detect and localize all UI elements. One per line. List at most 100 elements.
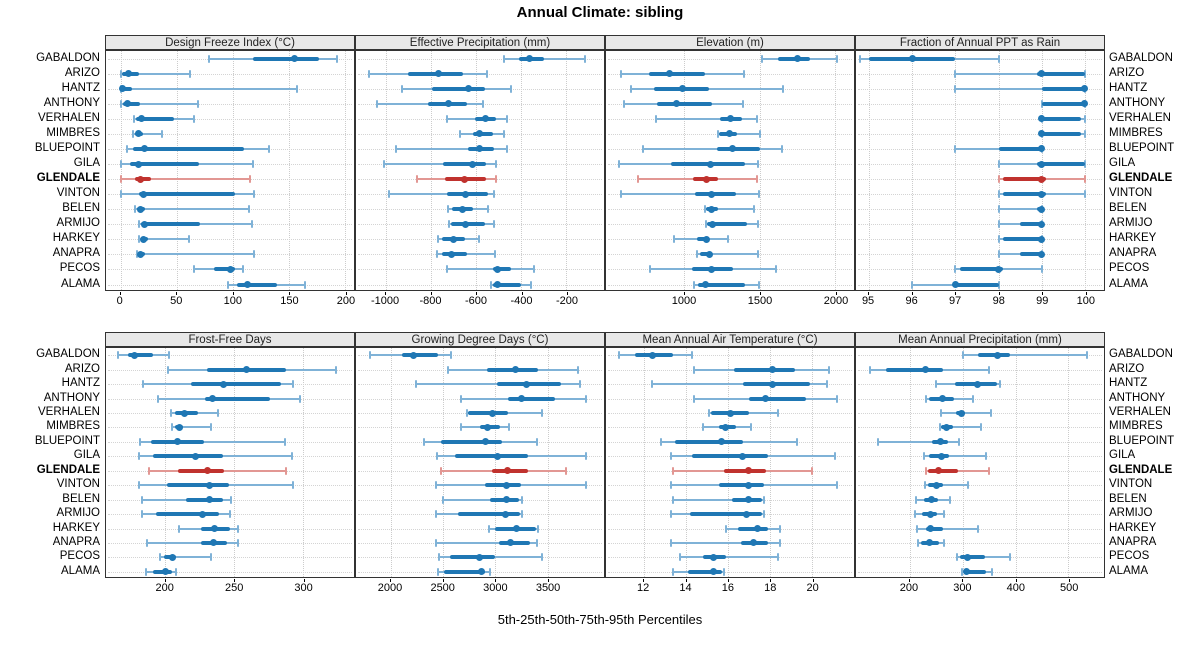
whisker-cap	[227, 280, 230, 289]
median-dot	[678, 85, 686, 93]
axis-tick	[442, 579, 444, 582]
median-dot	[726, 409, 734, 417]
site-label-belen: BELEN	[1109, 492, 1147, 505]
box-25-75	[492, 282, 522, 287]
whisker-5-95	[135, 208, 249, 211]
box-25-75	[742, 382, 810, 387]
site-label-mimbres: MIMBRES	[46, 420, 100, 433]
whisker-cap	[230, 495, 233, 504]
whisker-cap	[335, 365, 338, 374]
whisker-5-95	[140, 440, 286, 443]
whisker-cap	[229, 510, 231, 518]
median-dot	[476, 553, 484, 561]
whisker-cap	[940, 409, 943, 417]
box-25-75	[136, 116, 175, 121]
whisker-cap	[943, 538, 946, 547]
site-label-glendale: GLENDALE	[1109, 172, 1173, 184]
whisker-5-95	[916, 527, 979, 530]
whisker-cap	[648, 265, 651, 274]
whisker-cap	[707, 409, 710, 417]
axis-tick	[868, 292, 870, 295]
whisker-cap	[506, 144, 509, 153]
whisker-cap	[285, 466, 288, 475]
axis-tick	[643, 579, 645, 582]
median-dot	[168, 553, 176, 561]
whisker-cap	[253, 190, 256, 199]
median-dot	[743, 510, 751, 518]
axis-tick-label: -400	[510, 295, 533, 307]
median-dot	[1038, 115, 1046, 123]
site-label-hantz: HANTZ	[1109, 377, 1148, 390]
site-label-arizo: ARIZO	[1109, 66, 1145, 79]
whisker-cap	[382, 160, 385, 168]
whisker-cap	[422, 437, 425, 446]
median-dot	[1038, 190, 1046, 198]
gridline-horizontal	[108, 355, 352, 357]
axis-tick-label: 18	[764, 582, 777, 594]
axis-tick	[345, 292, 347, 295]
whisker-cap	[990, 567, 993, 576]
axis-tick	[119, 292, 121, 295]
median-dot	[648, 351, 656, 359]
site-label-harkey: HARKEY	[52, 232, 100, 245]
gridline-vertical	[476, 51, 478, 290]
whisker-cap	[956, 553, 959, 562]
whisker-cap	[585, 452, 588, 461]
median-dot	[745, 496, 753, 504]
site-label-anthony: ANTHONY	[1109, 391, 1166, 404]
box-25-75	[707, 222, 747, 227]
whisker-cap	[781, 84, 784, 93]
box-25-75	[960, 555, 985, 560]
whisker-5-95	[925, 484, 968, 487]
gridline-horizontal	[858, 118, 1102, 120]
whisker-cap	[460, 394, 463, 403]
median-dot	[725, 130, 733, 138]
whisker-cap	[248, 175, 251, 183]
median-dot	[478, 568, 486, 576]
whisker-cap	[295, 84, 298, 93]
axis-tick-label: 100	[223, 295, 242, 307]
median-dot	[137, 175, 145, 183]
whisker-cap	[292, 380, 295, 389]
site-label-verhalen: VERHALEN	[1109, 406, 1171, 418]
whisker-cap	[943, 510, 946, 518]
whisker-cap	[529, 280, 532, 289]
whisker-cap	[493, 220, 496, 229]
median-dot	[925, 539, 933, 547]
whisker-cap	[292, 481, 295, 490]
site-label-glendale: GLENDALE	[1109, 463, 1173, 476]
whisker-cap	[836, 481, 839, 490]
whisker-5-95	[671, 541, 781, 544]
box-25-75	[675, 439, 743, 444]
axis-tick-label: -200	[555, 295, 579, 307]
median-dot	[934, 467, 942, 475]
whisker-cap	[299, 394, 302, 403]
whisker-cap	[915, 495, 918, 504]
axis-tick-label: 200	[899, 582, 919, 594]
box-25-75	[648, 71, 706, 76]
site-label-pecos: PECOS	[59, 262, 100, 275]
axis-tick	[908, 579, 910, 582]
box-25-75	[121, 86, 132, 91]
gridline-horizontal	[858, 441, 1102, 443]
box-25-75	[458, 512, 521, 516]
median-dot	[243, 366, 251, 374]
axis-mean-annual-precipitation-mm: 200 300 400 500	[855, 579, 1105, 597]
box-25-75	[925, 526, 944, 531]
median-dot	[204, 467, 212, 475]
whisker-5-95	[652, 383, 827, 386]
gridline-vertical	[547, 348, 549, 577]
gridline-horizontal	[858, 209, 1102, 211]
median-dot	[517, 395, 525, 402]
panel-header-growing-degree-days-c: Growing Degree Days (°C)	[355, 332, 605, 347]
axis-tick-label: 16	[721, 582, 734, 594]
axis-effective-precipitation-mm: -1000 -800 -600 -400 -200	[355, 292, 605, 310]
whisker-cap	[495, 160, 498, 168]
chart-title: Annual Climate: sibling	[516, 4, 684, 21]
axis-tick	[234, 579, 236, 582]
whisker-5-95	[147, 541, 239, 544]
box-25-75	[748, 396, 806, 401]
whisker-5-95	[878, 440, 960, 443]
gridline-horizontal	[858, 542, 1102, 544]
